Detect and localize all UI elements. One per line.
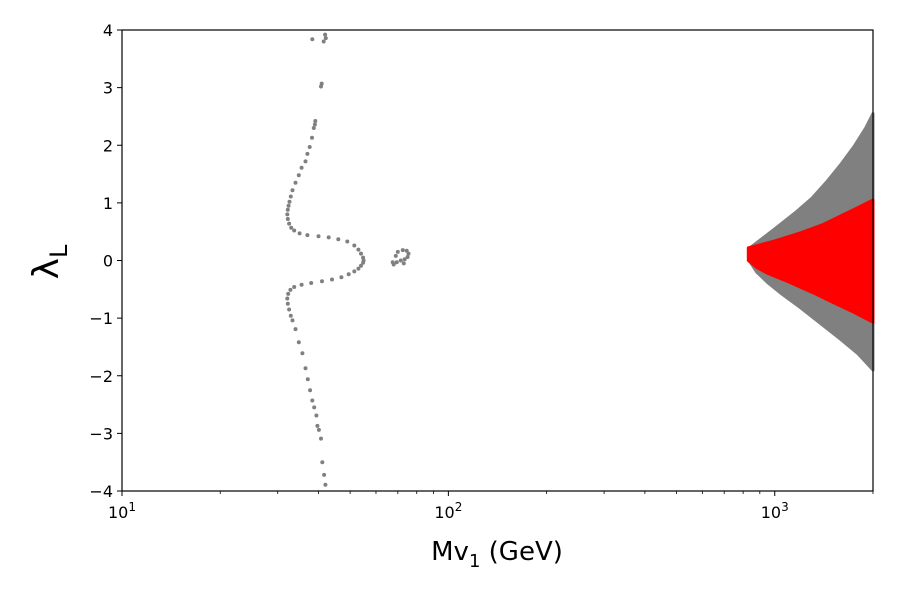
scatter-point — [305, 151, 310, 156]
scatter-point — [299, 282, 304, 287]
scatter-point — [300, 351, 305, 356]
scatter-point — [400, 248, 405, 253]
scatter-point — [323, 36, 328, 41]
scatter-point — [356, 247, 361, 252]
scatter-point — [320, 279, 324, 284]
scatter-point — [402, 257, 407, 262]
scatter-point — [293, 180, 298, 185]
scatter-point — [303, 366, 308, 371]
scatter-point — [285, 217, 290, 221]
scatter-point — [404, 248, 409, 253]
scatter-point — [287, 199, 292, 204]
scatter-point — [315, 423, 320, 428]
scatter-point — [305, 377, 310, 382]
scatter-point — [289, 225, 294, 230]
scatter-point — [330, 277, 334, 282]
scatter-point — [287, 221, 292, 226]
scatter-point — [296, 340, 301, 345]
scatter-point — [296, 173, 301, 178]
scatter-point — [323, 482, 328, 487]
scatter-point — [401, 261, 406, 266]
scatter-point — [395, 249, 400, 254]
y-tick-label: −4 — [89, 482, 113, 501]
scatter-point — [307, 145, 312, 149]
scatter-point — [299, 165, 304, 170]
scatter-point — [285, 301, 290, 306]
scatter-point — [352, 269, 357, 274]
scatter-point — [346, 272, 351, 277]
y-tick-label: 4 — [103, 21, 113, 40]
scatter-point — [285, 212, 290, 217]
scatter-point — [361, 260, 366, 265]
scatter-point — [345, 239, 350, 244]
scatter-point — [285, 207, 290, 212]
scatter-point — [405, 255, 410, 259]
scatter-point — [359, 263, 363, 268]
scatter-points-layer — [285, 32, 411, 487]
scatter-point — [310, 398, 315, 403]
scatter-point — [326, 235, 331, 240]
scatter-point — [352, 243, 357, 248]
scatter-point — [321, 39, 326, 44]
y-tick-label: 1 — [103, 194, 113, 213]
y-tick-label: 2 — [103, 136, 113, 155]
scatter-point — [290, 318, 295, 323]
scatter-point — [310, 135, 314, 140]
y-tick-label: −2 — [89, 367, 113, 386]
scatter-point — [339, 275, 344, 280]
scatter-point — [288, 313, 293, 318]
scatter-point — [285, 296, 290, 301]
scatter-point — [393, 253, 398, 258]
y-tick-label: 0 — [103, 252, 113, 271]
scatter-point — [398, 258, 403, 263]
scatter-point — [319, 84, 323, 89]
scatter-point — [292, 285, 297, 289]
scatter-point — [406, 251, 411, 256]
scatter-point — [316, 234, 321, 239]
y-tick-label: 3 — [103, 79, 113, 98]
scatter-point — [288, 194, 293, 199]
scatter-point — [293, 327, 298, 332]
scatter-point — [303, 159, 308, 164]
scatter-point — [316, 427, 321, 432]
scatter-point — [313, 119, 318, 123]
scatter-point — [288, 287, 293, 292]
scatter-point — [356, 266, 361, 271]
y-axis-label: λL — [26, 244, 73, 279]
x-axis-label: Mv1 (GeV) — [431, 537, 563, 572]
scatter-point — [322, 472, 327, 477]
scatter-point — [320, 460, 325, 465]
scatter-point — [297, 231, 302, 236]
scatter-point — [390, 260, 395, 265]
scatter-point — [286, 291, 291, 296]
scatter-point — [305, 233, 310, 238]
scatter-point — [312, 122, 317, 127]
scatter-point — [286, 203, 291, 208]
y-tick-label: −1 — [89, 309, 113, 328]
scatter-point — [359, 251, 363, 256]
scatter-point — [310, 37, 315, 42]
scatter-point — [323, 32, 328, 37]
scatter-point — [311, 126, 316, 130]
x-tick-label: 103 — [761, 500, 789, 522]
y-tick-label: −3 — [89, 424, 113, 443]
y-axis-ticks: 4 3 2 1 0 −1 −2 −3 −4 — [89, 21, 122, 501]
scatter-point — [319, 436, 323, 441]
scatter-point — [312, 405, 317, 410]
scatter-point — [292, 228, 297, 233]
scatter-point — [394, 260, 399, 265]
x-tick-label: 101 — [108, 500, 136, 522]
scatter-point — [309, 281, 314, 285]
x-tick-label: 102 — [434, 500, 462, 522]
x-axis-ticks: 101 102 103 — [108, 491, 874, 522]
scatter-point — [287, 307, 292, 312]
scatter-point — [314, 413, 319, 418]
scatter-point — [336, 237, 341, 242]
scatter-point — [290, 188, 295, 193]
scatter-point — [308, 388, 313, 393]
